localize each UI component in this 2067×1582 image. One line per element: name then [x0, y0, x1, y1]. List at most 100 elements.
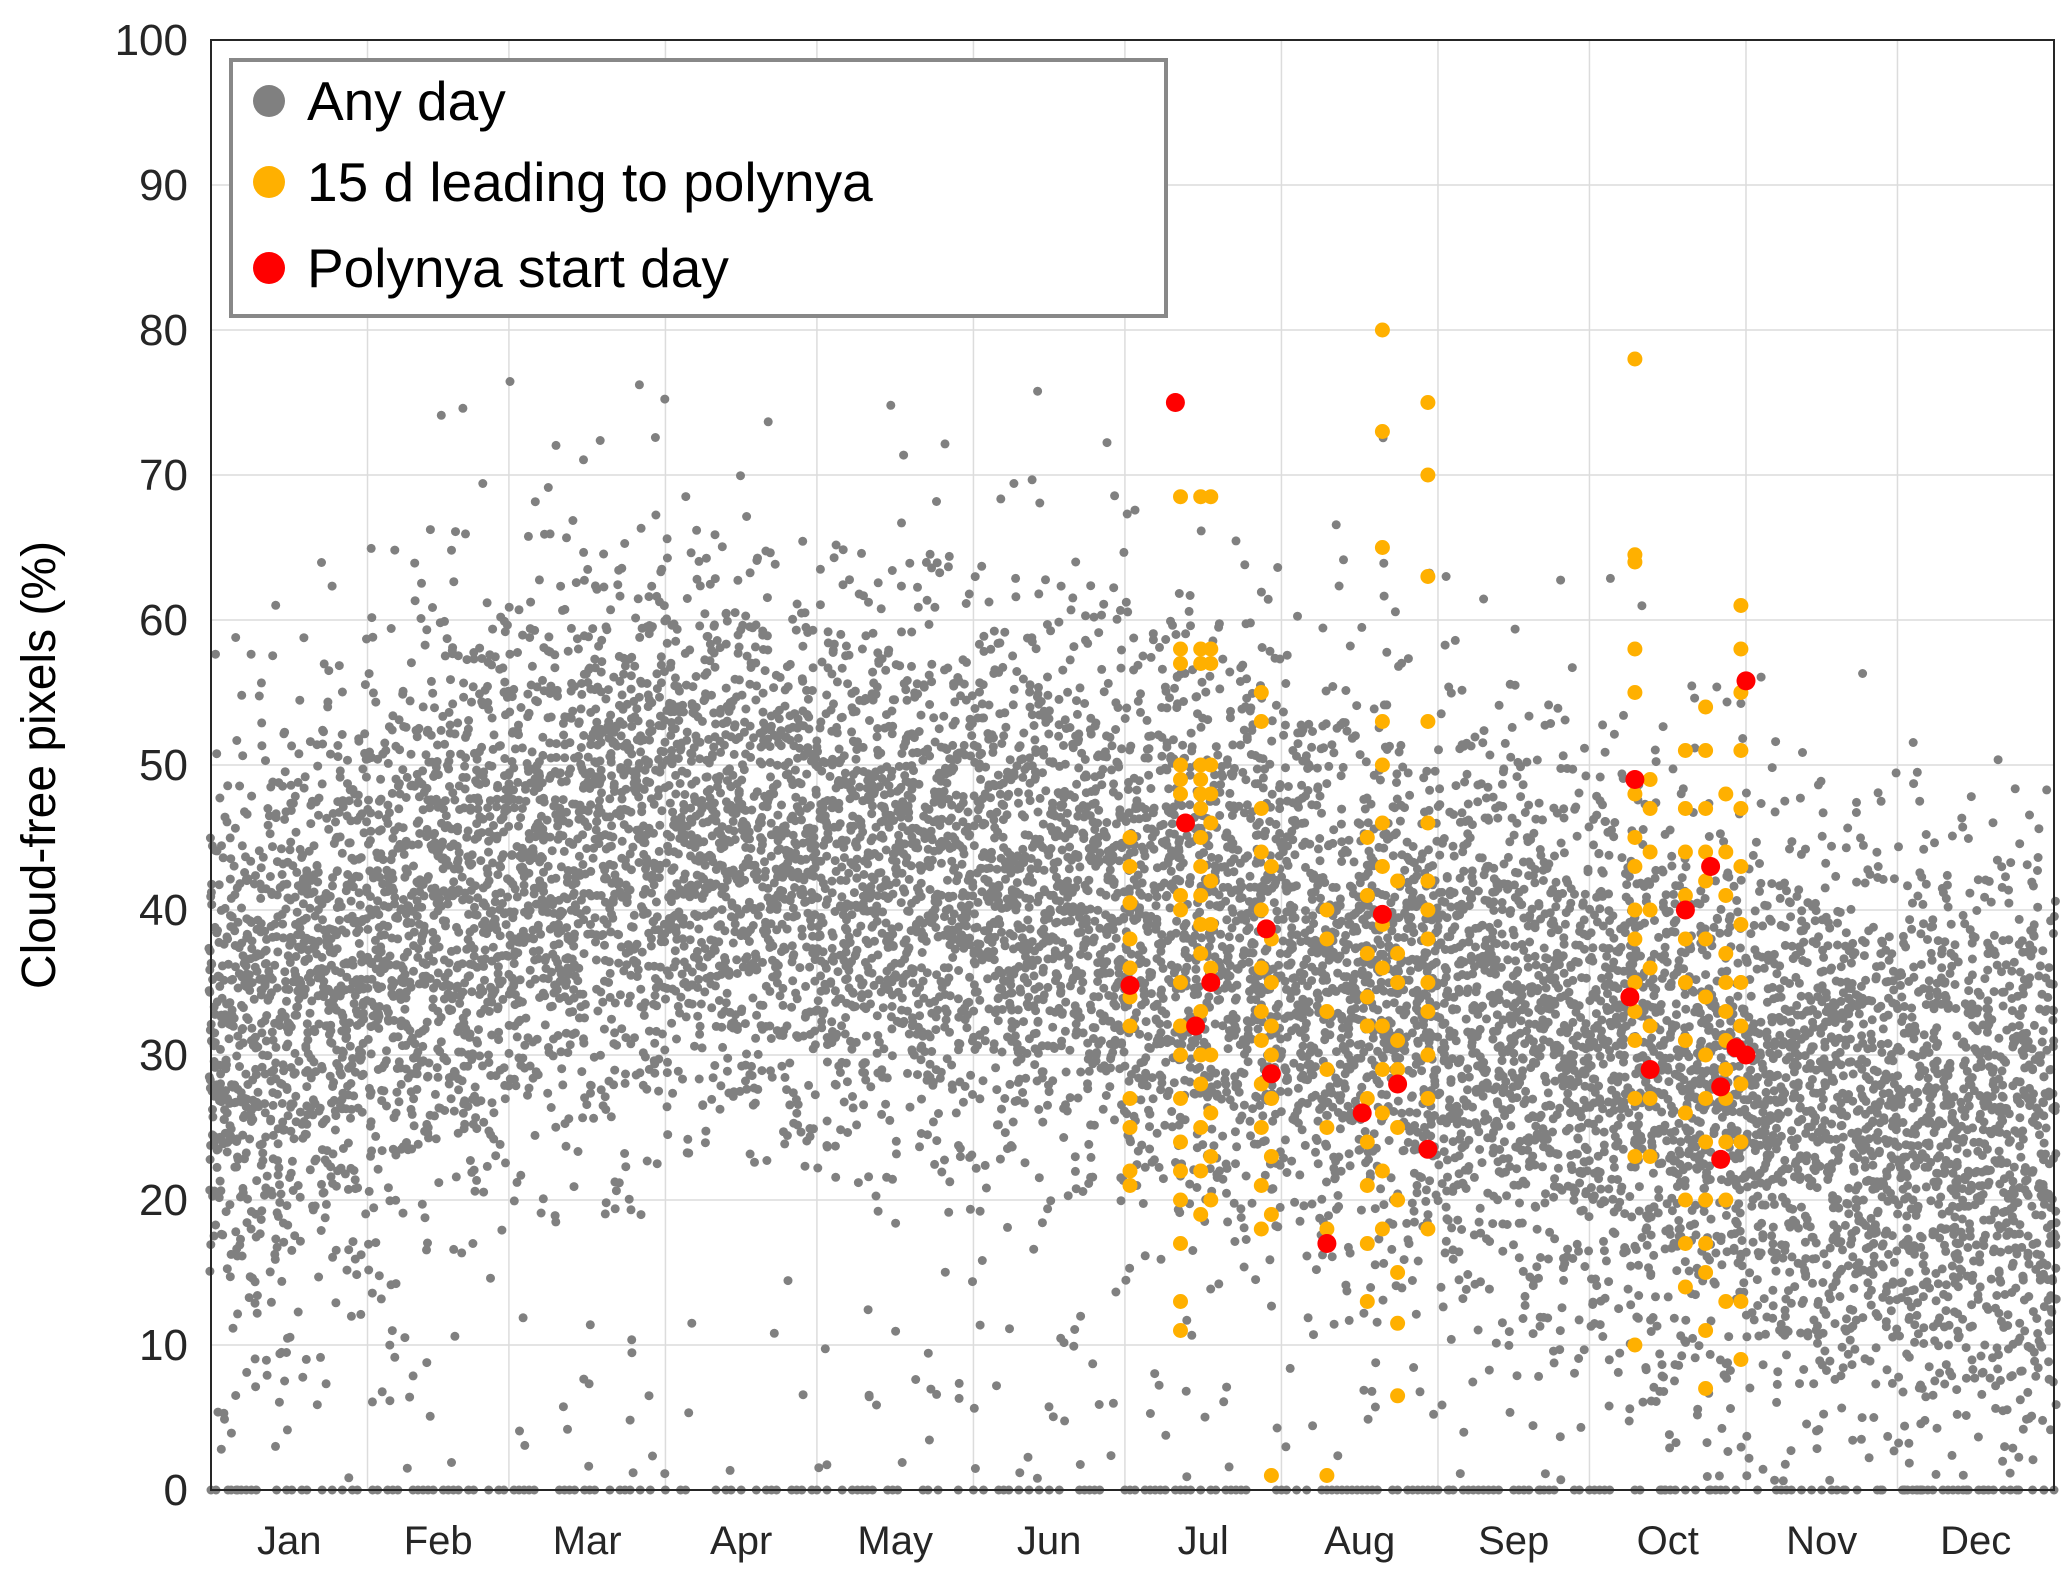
point-any-day: [915, 1011, 924, 1020]
point-any-day: [600, 1025, 609, 1034]
point-any-day: [225, 1136, 234, 1145]
point-any-day: [597, 766, 606, 775]
point-any-day: [271, 601, 280, 610]
point-any-day: [892, 878, 901, 887]
point-any-day: [402, 994, 411, 1003]
point-any-day: [528, 662, 537, 671]
point-any-day: [887, 1024, 896, 1033]
point-any-day: [792, 1109, 801, 1118]
point-any-day: [751, 861, 760, 870]
point-any-day: [955, 1394, 964, 1403]
point-any-day: [410, 1121, 419, 1130]
point-any-day: [765, 987, 774, 996]
point-any-day: [722, 640, 731, 649]
point-any-day: [979, 632, 988, 641]
point-any-day: [471, 881, 480, 890]
point-any-day: [528, 747, 537, 756]
point-any-day: [471, 1113, 480, 1122]
point-any-day: [570, 930, 579, 939]
point-any-day: [816, 971, 825, 980]
point-any-day: [252, 1098, 261, 1107]
point-any-day: [322, 1379, 331, 1388]
point-any-day: [679, 708, 688, 717]
point-any-day: [488, 625, 497, 634]
point-any-day: [927, 677, 936, 686]
point-any-day: [392, 1088, 401, 1097]
point-any-day: [259, 853, 268, 862]
point-any-day: [251, 963, 260, 972]
point-any-day: [526, 966, 535, 975]
point-any-day: [934, 1109, 943, 1118]
point-any-day: [332, 1246, 341, 1255]
point-any-day: [479, 1188, 488, 1197]
point-any-day: [931, 1025, 940, 1034]
point-any-day: [606, 969, 615, 978]
point-any-day: [752, 681, 761, 690]
point-any-day: [731, 835, 740, 844]
point-any-day: [473, 911, 482, 920]
point-any-day: [828, 944, 837, 953]
point-any-day: [984, 925, 993, 934]
point-any-day: [486, 1274, 495, 1283]
point-any-day: [472, 1124, 481, 1133]
point-any-day: [806, 801, 815, 810]
point-any-day: [717, 1023, 726, 1032]
point-any-day: [319, 1189, 328, 1198]
point-any-day: [566, 1040, 575, 1049]
point-any-day: [451, 527, 460, 536]
point-any-day: [868, 801, 877, 810]
point-any-day: [722, 684, 731, 693]
point-any-day: [772, 971, 781, 980]
point-any-day: [877, 802, 886, 811]
point-any-day: [682, 1012, 691, 1021]
point-any-day: [257, 919, 266, 928]
point-any-day: [476, 1096, 485, 1105]
point-any-day: [423, 1018, 432, 1027]
point-any-day: [881, 1100, 890, 1109]
point-any-day: [329, 1149, 338, 1158]
point-any-day: [726, 1466, 735, 1475]
point-any-day: [575, 717, 584, 726]
point-any-day: [937, 1068, 946, 1077]
point-any-day: [747, 806, 756, 815]
point-any-day: [965, 973, 974, 982]
point-any-day: [245, 916, 254, 925]
point-any-day: [646, 719, 655, 728]
point-any-day: [328, 582, 337, 591]
point-any-day: [962, 1023, 971, 1032]
point-any-day: [252, 1176, 261, 1185]
point-any-day: [423, 875, 432, 884]
point-any-day: [579, 455, 588, 464]
point-any-day: [452, 1172, 461, 1181]
point-any-day: [580, 949, 589, 958]
point-any-day: [925, 752, 934, 761]
point-any-day: [828, 888, 837, 897]
point-any-day: [227, 1429, 236, 1438]
point-any-day: [454, 651, 463, 660]
point-any-day: [453, 718, 462, 727]
point-any-day: [619, 720, 628, 729]
point-any-day: [399, 823, 408, 832]
point-any-day: [716, 830, 725, 839]
point-any-day: [918, 948, 927, 957]
point-any-day: [886, 401, 895, 410]
point-any-day: [960, 680, 969, 689]
point-any-day: [606, 605, 615, 614]
point-any-day: [283, 1085, 292, 1094]
point-any-day: [476, 856, 485, 865]
point-any-day: [989, 1045, 998, 1054]
point-any-day: [925, 620, 934, 629]
point-any-day: [666, 799, 675, 808]
point-any-day: [494, 1028, 503, 1037]
point-any-day: [405, 1393, 414, 1402]
point-any-day: [399, 1209, 408, 1218]
point-any-day: [1005, 1324, 1014, 1333]
point-any-day: [475, 644, 484, 653]
point-any-day: [480, 976, 489, 985]
point-any-day: [973, 1041, 982, 1050]
point-any-day: [394, 804, 403, 813]
point-any-day: [245, 970, 254, 979]
point-any-day: [488, 1098, 497, 1107]
point-any-day: [503, 621, 512, 630]
point-any-day: [897, 582, 906, 591]
